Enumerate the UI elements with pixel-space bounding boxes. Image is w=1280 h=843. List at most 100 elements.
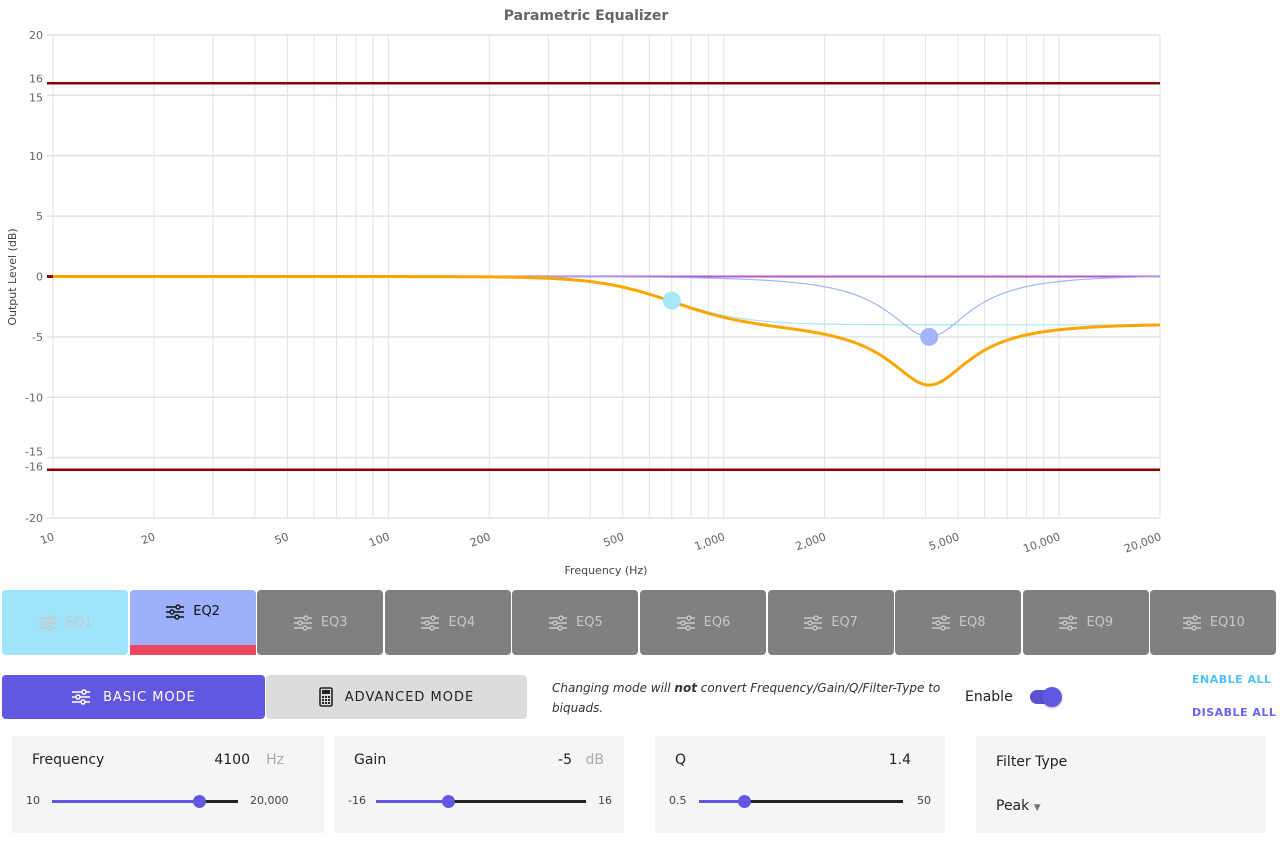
disable-all-link[interactable]: DISABLE ALL <box>1192 706 1277 719</box>
mode-note: Changing mode will not convert Frequency… <box>552 678 952 718</box>
advanced-mode-label: ADVANCED MODE <box>344 689 475 705</box>
frequency-panel: Frequency 4100 Hz 10 20,000 <box>12 736 324 833</box>
sliders-icon <box>72 689 91 705</box>
q-slider-thumb[interactable] <box>737 795 751 808</box>
y-tick-label: 0 <box>36 271 43 284</box>
gain-unit: dB <box>585 752 605 768</box>
tab-label: EQ9 <box>1086 615 1114 630</box>
tab-label: EQ8 <box>958 615 986 630</box>
basic-mode-label: BASIC MODE <box>103 689 196 705</box>
gain-slider-thumb[interactable] <box>442 795 456 808</box>
y-tick-label: -15 <box>25 446 43 459</box>
x-tick-label: 100 <box>367 530 391 549</box>
enable-toggle[interactable] <box>1030 687 1062 707</box>
tab-label: EQ3 <box>320 615 348 630</box>
toggle-knob <box>1042 687 1062 707</box>
tab-eq1[interactable]: EQ1 <box>2 590 128 655</box>
eq-chart[interactable]: Parametric Equalizer 2016151050-5-10-15-… <box>0 0 1280 585</box>
sliders-icon <box>676 614 695 631</box>
x-tick-label: 2,000 <box>794 530 828 553</box>
advanced-mode-button[interactable]: ADVANCED MODE <box>266 675 527 719</box>
x-axis-label: Frequency (Hz) <box>565 564 648 577</box>
filter-type-select[interactable]: Peak ▼ <box>996 798 1041 814</box>
gain-label: Gain <box>354 752 387 768</box>
sliders-icon <box>1182 614 1201 631</box>
x-tick-label: 5,000 <box>927 530 961 553</box>
sliders-icon <box>166 604 185 620</box>
y-tick-label: -20 <box>25 512 43 525</box>
y-tick-label: -5 <box>32 331 43 344</box>
x-tick-label: 1,000 <box>693 530 727 553</box>
y-tick-label: 10 <box>29 150 43 163</box>
enable-all-link[interactable]: ENABLE ALL <box>1192 673 1272 686</box>
gain-min: -16 <box>348 794 366 807</box>
frequency-slider[interactable] <box>52 795 238 808</box>
x-tick-label: 500 <box>602 530 626 549</box>
q-value[interactable]: 1.4 <box>888 752 911 768</box>
q-label: Q <box>675 752 687 768</box>
chart-title: Parametric Equalizer <box>504 8 669 24</box>
tab-eq4[interactable]: EQ4 <box>384 590 511 655</box>
tab-label: EQ5 <box>576 615 603 630</box>
x-tick-label: 20,000 <box>1122 530 1163 555</box>
filter-type-panel: Filter Type Peak ▼ <box>976 736 1266 833</box>
band-handle-eq2[interactable] <box>920 327 939 346</box>
frequency-max: 20,000 <box>250 794 289 807</box>
tab-label: EQ7 <box>831 615 858 630</box>
y-axis-label: Output Level (dB) <box>6 228 19 325</box>
y-tick-label: 15 <box>29 91 43 104</box>
tab-eq7[interactable]: EQ7 <box>767 590 894 655</box>
tab-eq9[interactable]: EQ9 <box>1022 590 1149 655</box>
gain-slider[interactable] <box>376 795 586 808</box>
note-bold: not <box>674 681 697 695</box>
tab-label: EQ1 <box>65 615 93 630</box>
frequency-label: Frequency <box>32 752 105 768</box>
x-tick-label: 20 <box>139 530 157 547</box>
y-tick-label: 20 <box>29 29 43 42</box>
x-tick-label: 50 <box>273 530 291 547</box>
sliders-icon <box>293 614 312 631</box>
band-handle-eq1[interactable] <box>662 291 681 310</box>
y-tick-label: 5 <box>36 210 43 223</box>
tab-label: EQ10 <box>1209 615 1245 630</box>
note-text-end: convert Frequency/Gain/Q/Filter-Type to … <box>552 681 941 715</box>
frequency-value[interactable]: 4100 <box>214 752 250 768</box>
gain-max: 16 <box>598 794 612 807</box>
tab-eq6[interactable]: EQ6 <box>640 590 766 655</box>
note-text: Changing mode will <box>552 681 675 695</box>
sliders-icon <box>549 614 568 631</box>
sliders-icon <box>804 614 823 631</box>
q-max: 50 <box>917 794 931 807</box>
x-tick-label: 200 <box>468 530 492 549</box>
basic-mode-button[interactable]: BASIC MODE <box>2 675 265 719</box>
y-tick-label: -10 <box>25 391 43 404</box>
tab-eq2[interactable]: EQ2 <box>129 590 256 655</box>
y-tick-label: -16 <box>25 461 43 474</box>
sliders-icon <box>421 614 440 631</box>
selected-indicator <box>129 645 256 655</box>
filter-type-label: Filter Type <box>996 754 1068 770</box>
sliders-icon <box>1059 614 1078 631</box>
q-min: 0.5 <box>669 794 687 807</box>
tab-eq8[interactable]: EQ8 <box>895 590 1022 655</box>
q-panel: Q 1.4 0.5 50 <box>655 736 945 833</box>
filter-type-value: Peak <box>996 798 1030 814</box>
tab-label: EQ4 <box>448 615 476 630</box>
y-tick-label: 16 <box>29 72 43 85</box>
frequency-slider-thumb[interactable] <box>192 795 206 808</box>
gain-value[interactable]: -5 <box>558 752 572 768</box>
sliders-icon <box>38 614 57 631</box>
tab-eq5[interactable]: EQ5 <box>512 590 639 655</box>
q-slider[interactable] <box>699 795 903 808</box>
sliders-icon <box>931 614 950 631</box>
gain-panel: Gain -5 dB -16 16 <box>334 736 624 833</box>
tab-label: EQ2 <box>193 604 220 619</box>
tab-eq3[interactable]: EQ3 <box>257 590 384 655</box>
caret-down-icon: ▼ <box>1033 803 1041 813</box>
total-response-curve <box>52 275 1161 387</box>
calculator-icon <box>318 687 333 707</box>
x-tick-label: 10 <box>38 530 56 547</box>
band-curve-eq2 <box>53 275 1161 338</box>
tab-eq10[interactable]: EQ10 <box>1150 590 1277 655</box>
enable-label: Enable <box>965 689 1013 705</box>
